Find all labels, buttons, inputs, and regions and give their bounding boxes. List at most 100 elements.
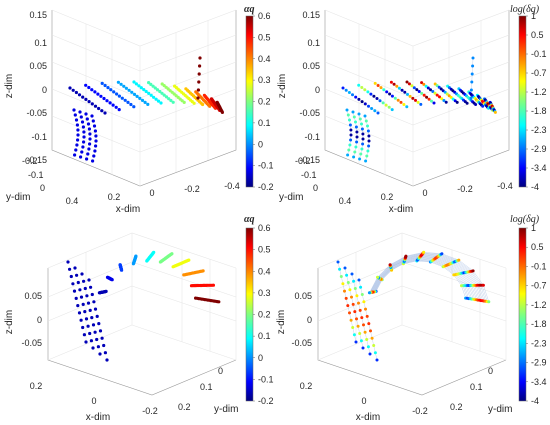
data-point	[90, 114, 94, 118]
data-point	[97, 291, 101, 295]
data-point	[137, 84, 141, 88]
data-point	[350, 295, 353, 299]
x-axis-label: x-dim	[86, 412, 110, 423]
data-point	[73, 153, 77, 157]
data-point	[416, 100, 420, 104]
data-point	[384, 103, 388, 107]
data-point	[453, 99, 457, 103]
data-point	[363, 102, 367, 106]
data-point	[182, 100, 186, 104]
data-point	[112, 90, 116, 94]
z-tick-labels: 0.05 0 -0.05	[21, 291, 42, 348]
colorbar-tick-label: 0	[258, 353, 263, 363]
data-point	[336, 260, 340, 264]
data-point	[373, 81, 377, 85]
x-tick-label: 0.2	[381, 192, 394, 202]
data-point	[437, 85, 441, 89]
data-point	[376, 111, 380, 115]
data-point	[76, 128, 80, 132]
data-point	[81, 145, 85, 149]
data-point	[357, 112, 361, 116]
data-point	[376, 275, 379, 279]
data-point	[144, 89, 148, 94]
z-tick-label: -0.05	[299, 108, 320, 118]
data-point	[385, 90, 389, 94]
data-point	[93, 307, 98, 311]
z-axis-label: z-dim	[4, 310, 15, 334]
x-tick-labels: 0.4 0.2 0 -0.2 -0.4	[66, 181, 240, 206]
data-point	[84, 83, 88, 87]
data-point	[361, 142, 365, 146]
data-point	[82, 140, 86, 144]
data-point	[395, 84, 399, 88]
data-point	[382, 88, 386, 92]
data-point	[349, 318, 353, 322]
strand-line	[369, 252, 488, 302]
data-point	[360, 86, 364, 89]
data-point	[87, 147, 91, 151]
x-tick-label: 0	[91, 396, 96, 406]
data-point	[348, 288, 352, 292]
data-point	[82, 333, 86, 337]
x-tick-label: -0.2	[184, 184, 200, 194]
colorbar-tick-label: -0.7	[531, 281, 547, 291]
y-tick-label: -0.1	[301, 170, 317, 180]
z-tick-label: -0.05	[291, 338, 312, 348]
colorbar-tick-label: -0.1	[531, 49, 547, 59]
data-point	[422, 93, 426, 97]
data-point	[75, 143, 79, 147]
strand-line	[375, 260, 468, 299]
data-point	[469, 96, 473, 100]
data-point	[363, 114, 367, 118]
data-point	[354, 340, 358, 344]
y-axis-label: y-dim	[214, 404, 238, 415]
data-point	[345, 273, 349, 277]
data-point	[357, 83, 361, 87]
panel-bottom-right: 0.05 0 -0.05 z-dim 0.2 0 -0.2 x-dim 0 0.…	[276, 214, 547, 423]
data-point	[390, 94, 394, 98]
data-point	[169, 98, 173, 103]
data-point	[149, 93, 153, 97]
data-point	[93, 149, 97, 153]
data-point	[198, 64, 202, 68]
data-point	[91, 346, 95, 350]
data-point	[198, 56, 202, 60]
colorbar-tick-label: 0.4	[258, 54, 271, 64]
data-point	[403, 90, 407, 94]
data-point	[80, 272, 84, 276]
x-tick-label: -0.2	[457, 184, 473, 194]
z-tick-label: 0.1	[307, 38, 320, 48]
data-point	[130, 90, 134, 94]
data-point	[80, 150, 84, 154]
colorbar-tick-label: -2.9	[531, 144, 547, 154]
colorbar-tick-label: -1.2	[531, 300, 547, 310]
data-point	[93, 90, 97, 94]
data-point	[122, 84, 126, 88]
data-point	[406, 92, 409, 96]
y-axis-label: y-dim	[488, 404, 512, 415]
data-point	[426, 86, 430, 90]
data-point	[103, 351, 107, 355]
colorbar-tick-label: -1.8	[531, 106, 547, 116]
data-point	[105, 275, 110, 279]
data-point	[355, 317, 358, 321]
data-point	[348, 118, 351, 122]
y-tick-labels: 0 0.1 0.2	[450, 366, 493, 412]
data-point	[442, 99, 446, 102]
data-point	[95, 337, 99, 342]
data-point	[170, 252, 174, 256]
strand-line	[470, 57, 474, 99]
data-point	[358, 308, 362, 312]
data-point	[81, 125, 85, 129]
data-point	[393, 96, 397, 100]
data-point	[364, 119, 368, 123]
data-point	[77, 93, 82, 97]
strand-line	[370, 253, 486, 302]
data-point	[346, 113, 350, 117]
data-point	[367, 322, 371, 326]
z-tick-label: 0.15	[302, 10, 320, 20]
strand-line	[373, 257, 476, 300]
data-point	[94, 144, 98, 148]
data-point	[98, 329, 103, 333]
colorbar-ticks: 0.6 0.5 0.4 0.3 0.2 0.1 0 -0.1 -0.2	[253, 223, 274, 406]
